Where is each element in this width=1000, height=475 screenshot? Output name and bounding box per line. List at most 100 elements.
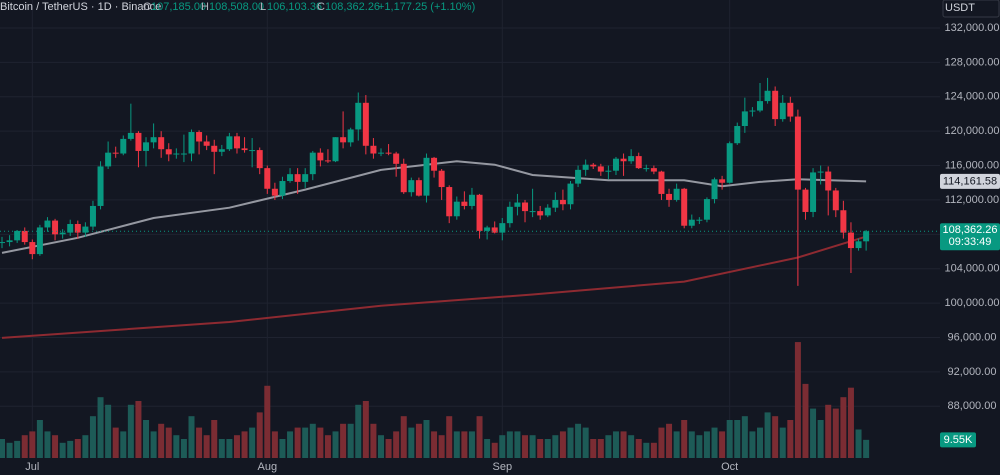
x-tick-label: Oct (721, 461, 738, 473)
c-value: 108,362.26 (325, 1, 380, 13)
candle-body (143, 142, 150, 151)
candle-body (741, 111, 748, 127)
volume-bar (628, 435, 635, 458)
candle-body (749, 110, 756, 112)
volume-bar (362, 400, 369, 458)
volume-bar (6, 442, 13, 458)
y-tick-label: 88,000.00 (948, 400, 997, 412)
volume-bar (711, 427, 718, 458)
countdown: 09:33:49 (949, 236, 992, 248)
candle-body (0, 242, 5, 244)
volume-bar (810, 408, 817, 458)
volume-bar (499, 435, 506, 458)
candle-body (544, 207, 551, 216)
candle-body (279, 181, 286, 196)
volume-bar (302, 427, 309, 458)
candle-body (97, 166, 104, 206)
candle-body (605, 170, 612, 172)
candle-body (355, 102, 362, 130)
candle-body (196, 132, 203, 142)
volume-bar (59, 442, 66, 458)
volume-bar (749, 431, 756, 458)
volume-bar (764, 412, 771, 458)
currency-box[interactable] (942, 0, 1000, 18)
candle-body (522, 202, 529, 212)
volume-bar (847, 387, 854, 458)
candle-body (779, 102, 786, 120)
candle-body (302, 174, 309, 182)
volume-bar (696, 435, 703, 458)
volume-bar (355, 404, 362, 458)
y-tick-label: 128,000.00 (944, 56, 999, 68)
volume-bar (673, 431, 680, 458)
currency[interactable]: USDT (945, 2, 975, 14)
volume-bar (779, 427, 786, 458)
volume-bar (89, 416, 96, 458)
volume-bar (309, 423, 316, 458)
volume-bar (825, 404, 832, 458)
candle-body (476, 194, 483, 231)
volume-bar (544, 438, 551, 458)
l-label: L (260, 1, 266, 13)
last-price-box (940, 223, 1000, 251)
volume-bar (393, 431, 400, 458)
candle-body (431, 157, 438, 171)
candle-body (620, 158, 627, 162)
candle-body (726, 143, 733, 183)
volume-bar (211, 419, 218, 458)
o-value: 107,185.00 (151, 1, 206, 13)
volume-bar (787, 419, 794, 458)
volume-bar (522, 435, 529, 458)
candle-body (120, 138, 127, 154)
volume-bar (36, 419, 43, 458)
candle-body (438, 170, 445, 188)
volume-bar (120, 431, 127, 458)
volume-bar (575, 423, 582, 458)
candle-body (264, 168, 271, 189)
volume-bar (378, 435, 384, 458)
volume-bar (741, 416, 748, 458)
ma-price-box (940, 173, 1000, 189)
candle-body (294, 174, 301, 182)
candle-body (537, 211, 544, 216)
candle-body (256, 150, 263, 169)
volume-bar (143, 419, 150, 458)
candle-body (794, 116, 801, 190)
candle-body (188, 132, 195, 154)
candle-body (158, 137, 165, 150)
symbol: Bitcoin / TetherUS · 1D · Binance (0, 1, 161, 13)
candle-body (764, 90, 771, 102)
candle-body (52, 220, 59, 235)
candle-body (82, 226, 89, 233)
candle-body (36, 227, 43, 255)
volume-bar (666, 423, 673, 458)
volume-bar (484, 438, 491, 458)
volume-bar (44, 431, 51, 458)
volume-bar (832, 408, 839, 458)
candle-body (491, 227, 498, 233)
candle-body (514, 202, 521, 207)
volume-bar (612, 431, 619, 458)
candle-body (59, 232, 66, 235)
volume-bar (287, 431, 294, 458)
volume-bar (0, 438, 5, 458)
volume-bar (150, 431, 157, 458)
o-label: O (143, 1, 152, 13)
volume-bar (643, 442, 650, 458)
candle-body (468, 194, 475, 206)
candle-body (734, 126, 741, 144)
volume-bar (196, 427, 203, 458)
volume-bar (29, 431, 36, 458)
volume-bar (264, 385, 271, 458)
candle-body (332, 137, 339, 162)
candle-body (461, 201, 468, 206)
volume-bar (855, 429, 862, 458)
volume-bar (681, 419, 688, 458)
y-tick-label: 100,000.00 (944, 297, 999, 309)
candle-body (832, 190, 839, 211)
volume-bar (385, 438, 392, 458)
volume-bar (590, 438, 597, 458)
candle-body (552, 199, 559, 208)
volume-bar (688, 431, 695, 458)
